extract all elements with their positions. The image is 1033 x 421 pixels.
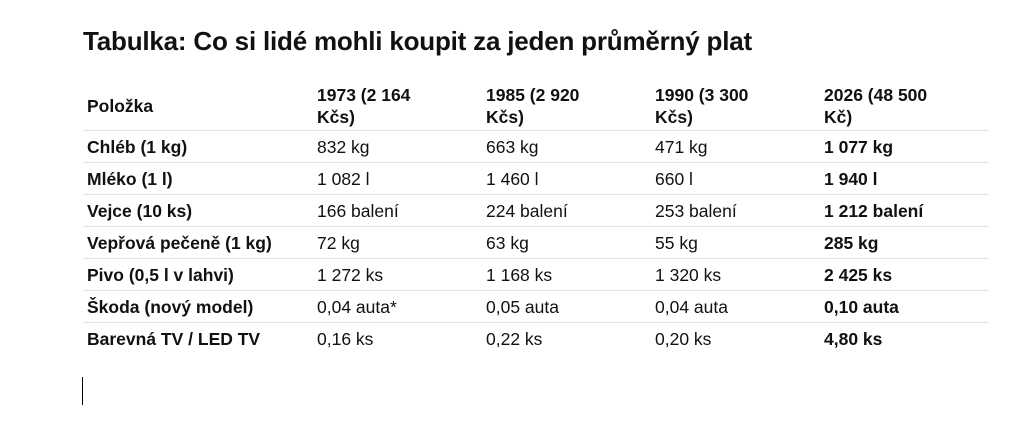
table-row: Vejce (10 ks) 166 balení 224 balení 253 bal…: [83, 195, 989, 227]
table-cell: 1 212 balení: [824, 200, 924, 221]
table-body: Chléb (1 kg) 832 kg 663 kg 471 kg 1 077 kg Ml…: [83, 131, 989, 355]
table-row: Chléb (1 kg) 832 kg 663 kg 471 kg 1 077 kg: [83, 131, 989, 163]
table-cell: 0,20 ks: [655, 328, 712, 349]
table-cell: 4,80 ks: [824, 328, 883, 349]
table-cell: 660 l: [655, 168, 693, 189]
table-cell: 1 168 ks: [486, 264, 553, 285]
table-cell: 224 balení: [486, 200, 568, 221]
table-cell: 55 kg: [655, 232, 698, 253]
table-cell: 253 balení: [655, 200, 737, 221]
table-cell: Pivo (0,5 l v lahvi): [87, 264, 234, 285]
header-cell: 1973 (2 164 Kčs): [317, 85, 411, 127]
table-cell: 285 kg: [824, 232, 879, 253]
table-cell: 1 940 l: [824, 168, 878, 189]
header-row: Položka 1973 (2 164 Kčs) 1985 (2 920 Kčs) 1…: [83, 82, 989, 131]
table: Položka 1973 (2 164 Kčs) 1985 (2 920 Kčs) 1…: [83, 82, 989, 354]
table-cell: Vepřová pečeně (1 kg): [87, 232, 272, 253]
table-cell: Mléko (1 l): [87, 168, 173, 189]
title: Tabulka: Co si lidé mohli koupit za jede…: [83, 26, 752, 56]
table-cell: 0,22 ks: [486, 328, 543, 349]
table-cell: 166 balení: [317, 200, 399, 221]
table-cell: 2 425 ks: [824, 264, 893, 285]
table-row: Pivo (0,5 l v lahvi) 1 272 ks 1 168 ks 1 32…: [83, 259, 989, 291]
table-row: Barevná TV / LED TV 0,16 ks 0,22 ks 0,20 ks…: [83, 323, 989, 355]
table-cell: 0,04 auta: [655, 296, 728, 317]
table-cell: Škoda (nový model): [87, 296, 254, 317]
table-cell: 1 460 l: [486, 168, 539, 189]
table-cell: 1 077 kg: [824, 136, 894, 157]
table-row: Mléko (1 l) 1 082 l 1 460 l 660 l 1 940 l: [83, 163, 989, 195]
table-cell: 63 kg: [486, 232, 529, 253]
table-cell: Vejce (10 ks): [87, 200, 193, 221]
table-row: Vepřová pečeně (1 kg) 72 kg 63 kg 55 kg 285 …: [83, 227, 989, 259]
table-cell: 0,10 auta: [824, 296, 899, 317]
header-cell: 1985 (2 920 Kčs): [486, 85, 580, 127]
header-cell: 2026 (48 500 Kč): [824, 85, 928, 127]
table-cell: 1 320 ks: [655, 264, 722, 285]
table-cell: Chléb (1 kg): [87, 136, 188, 157]
table-cell: Barevná TV / LED TV: [87, 328, 261, 349]
table-cell: 72 kg: [317, 232, 360, 253]
table-cell: 0,05 auta: [486, 296, 559, 317]
table-row: Škoda (nový model) 0,04 auta* 0,05 auta 0,0…: [83, 291, 989, 323]
table-cell: 0,16 ks: [317, 328, 374, 349]
table-cell: 1 272 ks: [317, 264, 384, 285]
table-cell: 1 082 l: [317, 168, 370, 189]
table-cell: 832 kg: [317, 136, 370, 157]
table-cell: 471 kg: [655, 136, 708, 157]
table-cell: 663 kg: [486, 136, 539, 157]
table-cell: 0,04 auta*: [317, 296, 397, 317]
text-cursor: [82, 377, 83, 405]
header-cell: Položka: [87, 96, 154, 116]
header-cell: 1990 (3 300 Kčs): [655, 85, 749, 127]
